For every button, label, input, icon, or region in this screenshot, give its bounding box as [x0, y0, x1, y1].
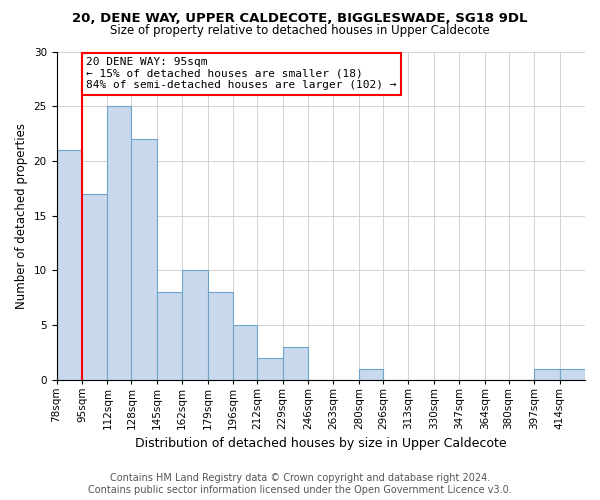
Bar	[82, 194, 107, 380]
Bar	[182, 270, 208, 380]
Text: 20, DENE WAY, UPPER CALDECOTE, BIGGLESWADE, SG18 9DL: 20, DENE WAY, UPPER CALDECOTE, BIGGLESWA…	[72, 12, 528, 26]
Bar	[107, 106, 131, 380]
Bar	[157, 292, 182, 380]
Bar	[283, 347, 308, 380]
Bar	[131, 139, 157, 380]
Bar	[257, 358, 283, 380]
Bar	[359, 368, 383, 380]
Bar	[56, 150, 82, 380]
Bar	[233, 325, 257, 380]
Bar	[560, 368, 585, 380]
Text: 20 DENE WAY: 95sqm
← 15% of detached houses are smaller (18)
84% of semi-detache: 20 DENE WAY: 95sqm ← 15% of detached hou…	[86, 57, 397, 90]
Bar	[208, 292, 233, 380]
X-axis label: Distribution of detached houses by size in Upper Caldecote: Distribution of detached houses by size …	[135, 437, 506, 450]
Text: Size of property relative to detached houses in Upper Caldecote: Size of property relative to detached ho…	[110, 24, 490, 37]
Bar	[534, 368, 560, 380]
Text: Contains HM Land Registry data © Crown copyright and database right 2024.
Contai: Contains HM Land Registry data © Crown c…	[88, 474, 512, 495]
Y-axis label: Number of detached properties: Number of detached properties	[15, 122, 28, 308]
